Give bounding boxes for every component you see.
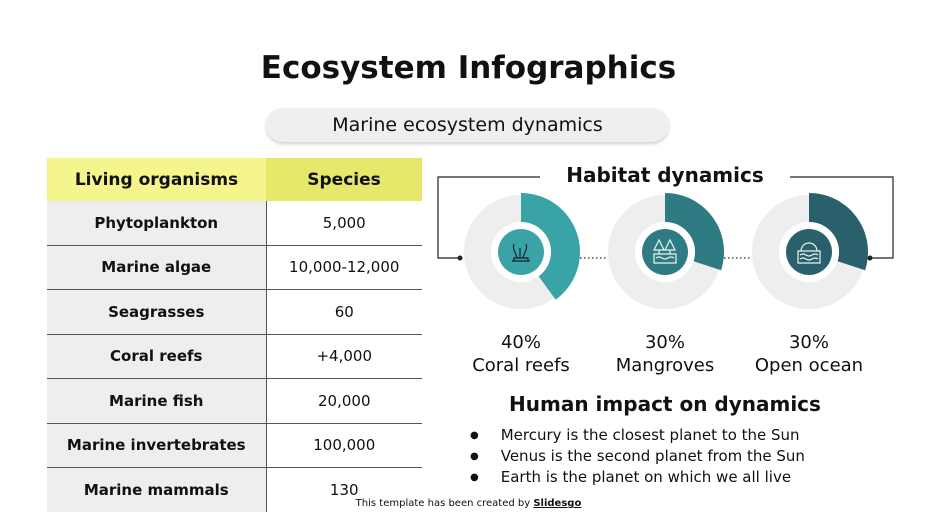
donut-segment (665, 193, 724, 271)
organism-name: Marine fish (47, 378, 267, 424)
icon-badge (642, 229, 688, 275)
header-species: Species (266, 158, 422, 201)
table-row: Marine mammals 130 (47, 467, 422, 512)
slidesgo-link[interactable]: Slidesgo (533, 498, 582, 509)
footer: This template has been created by Slides… (355, 498, 582, 509)
table-row: Marine algae 10,000-12,000 (47, 245, 422, 290)
impact-list: Mercury is the closest planet to the Sun… (470, 426, 805, 489)
species-count: 20,000 (266, 378, 422, 424)
header-organisms: Living organisms (47, 158, 266, 201)
connector-lines (437, 176, 894, 261)
page-title: Ecosystem Infographics (260, 50, 677, 86)
organism-name: Marine mammals (47, 467, 267, 512)
organism-name: Seagrasses (47, 289, 267, 335)
habitat-stat: 40% Coral reefs (451, 331, 591, 377)
organism-name: Coral reefs (47, 334, 267, 379)
table-row: Marine invertebrates 100,000 (47, 423, 422, 468)
icon-badge (786, 229, 832, 275)
species-count: +4,000 (266, 334, 422, 379)
species-count: 5,000 (266, 201, 422, 246)
organism-name: Phytoplankton (47, 201, 267, 246)
habitat-label: Mangroves (615, 355, 715, 376)
species-count: 60 (266, 289, 422, 335)
table-row: Coral reefs +4,000 (47, 334, 422, 379)
species-count: 100,000 (266, 423, 422, 468)
donut-open-ocean (752, 193, 868, 309)
connector-dot (457, 255, 463, 261)
table-row: Phytoplankton 5,000 (47, 201, 422, 246)
donut-coral-reefs (464, 193, 580, 309)
subtitle-pill: Marine ecosystem dynamics (266, 108, 669, 142)
list-item: Earth is the planet on which we all live (470, 468, 805, 489)
left-bracket (437, 176, 540, 259)
table-row: Seagrasses 60 (47, 289, 422, 335)
list-item: Venus is the second planet from the Sun (470, 447, 805, 468)
donut-segment (809, 193, 868, 271)
list-item: Mercury is the closest planet to the Sun (470, 426, 805, 447)
impact-title: Human impact on dynamics (509, 392, 821, 416)
habitat-percent: 30% (644, 332, 685, 353)
habitat-label: Coral reefs (472, 355, 570, 376)
habitat-label: Open ocean (754, 355, 864, 376)
organism-name: Marine invertebrates (47, 423, 267, 468)
habitat-stat: 30% Open ocean (739, 331, 879, 377)
coral-icon (512, 243, 530, 262)
mangrove-icon (653, 238, 677, 264)
organism-name: Marine algae (47, 245, 267, 290)
habitat-title: Habitat dynamics (566, 163, 764, 187)
icon-badge (498, 229, 544, 275)
connector-dot (867, 255, 873, 261)
table-row: Marine fish 20,000 (47, 378, 422, 424)
species-count: 130 (329, 480, 359, 499)
species-table: Living organisms Species Phytoplankton 5,… (47, 158, 422, 512)
ocean-icon (797, 242, 821, 264)
habitat-percent: 30% (788, 332, 829, 353)
habitat-stat: 30% Mangroves (595, 331, 735, 377)
donut-segment (521, 193, 580, 300)
species-count: 10,000-12,000 (266, 245, 422, 290)
right-bracket (790, 176, 894, 259)
habitat-percent: 40% (500, 332, 541, 353)
donut-mangroves (608, 193, 724, 309)
